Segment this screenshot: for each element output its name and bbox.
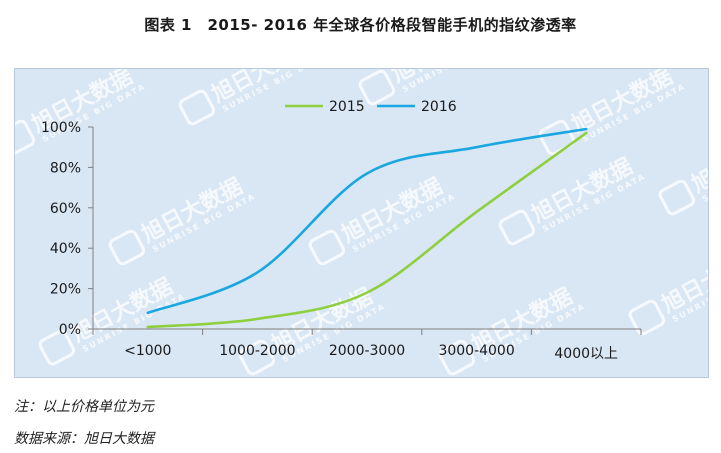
series-2016-line — [146, 127, 588, 315]
axes: 0% 20% 40% 60% 80% 100% <1000 1000-2000 2000-300… — [41, 120, 642, 362]
legend-label-2015: 2015 — [329, 99, 365, 115]
chart-area: 旭日大数据 SUNRISE BIG DATA 旭日大数据 SUNRISE BIG DA… — [14, 68, 709, 378]
x-tick-label: 4000以上 — [554, 346, 618, 362]
y-tick-label: 0% — [59, 322, 81, 338]
x-tick-label: 3000-4000 — [438, 343, 514, 359]
watermark-text: 旭日大数据 — [687, 123, 709, 198]
source-note: 数据来源：旭日大数据 — [14, 431, 154, 447]
series-lines — [146, 127, 588, 329]
unit-note: 注：以上价格单位为元 — [14, 399, 154, 415]
series-2015-line — [146, 131, 588, 329]
y-tick-label: 100% — [41, 120, 81, 136]
figure-title: 图表 1 2015- 2016 年全球各价格段智能手机的指纹渗透率 — [144, 16, 577, 34]
legend: 2015 2016 — [285, 99, 457, 115]
x-tick-label: <1000 — [124, 343, 171, 359]
legend-label-2016: 2016 — [421, 99, 457, 115]
y-tick-label: 80% — [50, 160, 81, 176]
x-tick-label: 1000-2000 — [219, 343, 295, 359]
y-tick-label: 40% — [50, 241, 81, 257]
y-tick-label: 20% — [50, 282, 81, 298]
y-tick-label: 60% — [50, 201, 81, 217]
x-tick-label: 2000-3000 — [329, 343, 405, 359]
